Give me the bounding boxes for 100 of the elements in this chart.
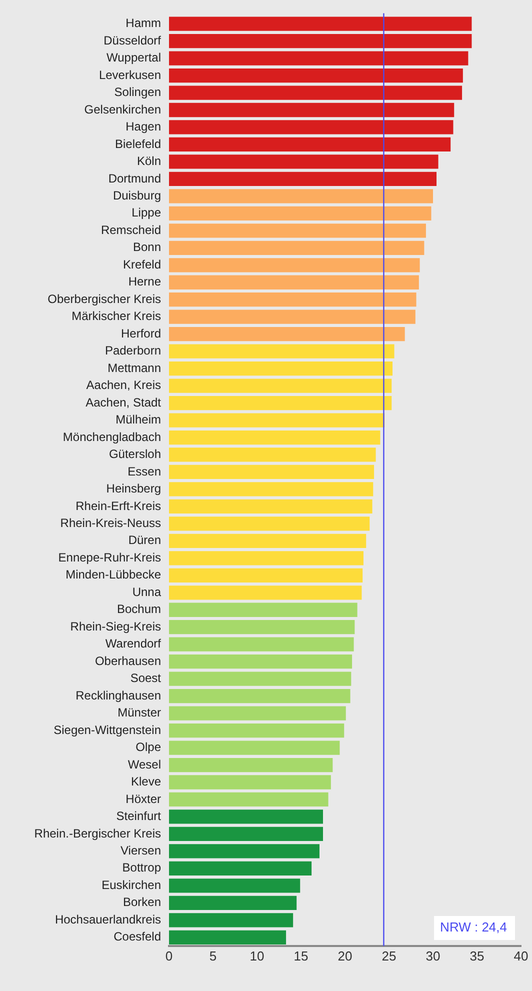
y-tick-label: Bonn — [132, 240, 161, 254]
y-tick-label: Herford — [120, 326, 161, 340]
y-tick-label: Viersen — [120, 844, 161, 858]
bar — [169, 361, 393, 376]
y-tick-label: Bottrop — [122, 860, 162, 875]
bar — [169, 430, 380, 445]
bar — [169, 672, 352, 686]
bar — [169, 86, 462, 100]
bar — [169, 792, 328, 807]
bar — [169, 844, 320, 858]
y-tick-label: Krefeld — [122, 257, 161, 272]
y-tick-label: Düren — [128, 533, 161, 548]
y-tick-label: Oberhausen — [94, 654, 161, 668]
bar — [169, 224, 426, 238]
bar — [169, 551, 364, 566]
y-tick-label: Unna — [132, 584, 162, 599]
bar — [169, 568, 363, 582]
y-tick-label: Dortmund — [108, 171, 161, 186]
bar — [169, 240, 424, 255]
bar — [169, 68, 463, 83]
x-tick-label: 20 — [338, 948, 352, 964]
y-tick-label: Siegen-Wittgenstein — [54, 722, 161, 737]
x-tick-label: 5 — [209, 948, 217, 964]
y-tick-label: Höxter — [126, 792, 162, 806]
bar — [169, 826, 323, 842]
bar — [169, 275, 419, 290]
bar — [169, 120, 454, 134]
y-tick-label: Düsseldorf — [104, 33, 162, 48]
bar — [169, 482, 374, 496]
y-tick-label: Kleve — [130, 774, 162, 789]
y-tick-label: Steinfurt — [116, 809, 162, 824]
bar — [169, 51, 468, 66]
y-tick-label: Mettmann — [108, 360, 161, 375]
bar — [169, 810, 323, 824]
y-tick-label: Rhein-Erft-Kreis — [76, 498, 161, 513]
bar — [169, 448, 376, 462]
bar — [169, 654, 352, 669]
bar — [169, 310, 416, 324]
y-tick-label: Märkischer Kreis — [72, 309, 161, 324]
y-tick-label: Rhein-Kreis-Neuss — [60, 516, 161, 530]
y-tick-label: Münster — [118, 706, 161, 720]
bar — [169, 930, 286, 944]
y-tick-label: Hamm — [126, 16, 161, 30]
y-tick-label: Hochsauerlandkreis — [54, 912, 161, 926]
y-tick-label: Bochum — [116, 602, 161, 616]
x-tick-label: 25 — [382, 948, 396, 964]
y-tick-label: Soest — [130, 671, 162, 686]
bar — [169, 154, 438, 169]
x-tick-label: 10 — [250, 948, 264, 964]
y-tick-label: Rhein-Sieg-Kreis — [70, 619, 161, 634]
bar — [169, 34, 472, 48]
bar — [169, 378, 392, 393]
x-tick-label: 35 — [470, 948, 484, 964]
y-tick-label: Mönchengladbach — [62, 430, 161, 444]
bar — [169, 706, 346, 720]
bar — [169, 396, 392, 410]
y-tick-label: Lippe — [132, 206, 162, 220]
y-tick-label: Hagen — [126, 120, 161, 134]
bar — [169, 206, 432, 220]
y-tick-label: Herne — [128, 274, 162, 289]
x-tick-label: 40 — [514, 948, 528, 964]
bar — [169, 637, 354, 652]
bar — [169, 861, 312, 876]
y-tick-label: Olpe — [136, 740, 162, 754]
bar — [169, 137, 451, 152]
y-tick-label: Minden-Lübbecke — [66, 568, 162, 582]
y-tick-label: Leverkusen — [98, 68, 161, 82]
bar — [169, 913, 294, 928]
y-tick-label: Gelsenkirchen — [84, 102, 161, 116]
bar — [169, 534, 366, 548]
bar — [169, 499, 372, 514]
bar — [169, 723, 344, 738]
y-tick-label: Coesfeld — [114, 930, 161, 944]
bar — [169, 516, 370, 531]
bar — [169, 620, 355, 634]
y-tick-label: Mülheim — [116, 412, 161, 427]
y-tick-label: Oberbergischer Kreis — [48, 292, 161, 306]
x-tick-label: 15 — [294, 948, 308, 964]
y-tick-label: Euskirchen — [102, 878, 161, 892]
x-tick-label: 30 — [426, 948, 440, 964]
y-tick-label: Solingen — [114, 85, 161, 100]
bar — [169, 327, 405, 342]
y-tick-label: Duisburg — [112, 188, 161, 202]
bar — [169, 464, 374, 480]
y-tick-label: Paderborn — [104, 344, 161, 358]
y-tick-label: Recklinghausen — [76, 688, 161, 702]
bar — [169, 16, 472, 31]
y-tick-label: Essen — [128, 464, 161, 478]
y-tick-label: Borken — [122, 895, 161, 910]
bar — [169, 740, 340, 755]
y-tick-label: Heinsberg — [106, 482, 161, 496]
bar — [169, 586, 362, 600]
y-tick-label: Bielefeld — [114, 136, 161, 151]
bar — [169, 602, 358, 617]
y-tick-label: Remscheid — [100, 222, 161, 237]
y-tick-label: Rhein.-Bergischer Kreis — [34, 826, 161, 840]
y-tick-label: Köln — [136, 154, 161, 168]
ref-line-label: NRW : 24,4 — [440, 920, 508, 935]
bar — [169, 878, 300, 893]
y-tick-label: Aachen, Stadt — [86, 395, 162, 410]
